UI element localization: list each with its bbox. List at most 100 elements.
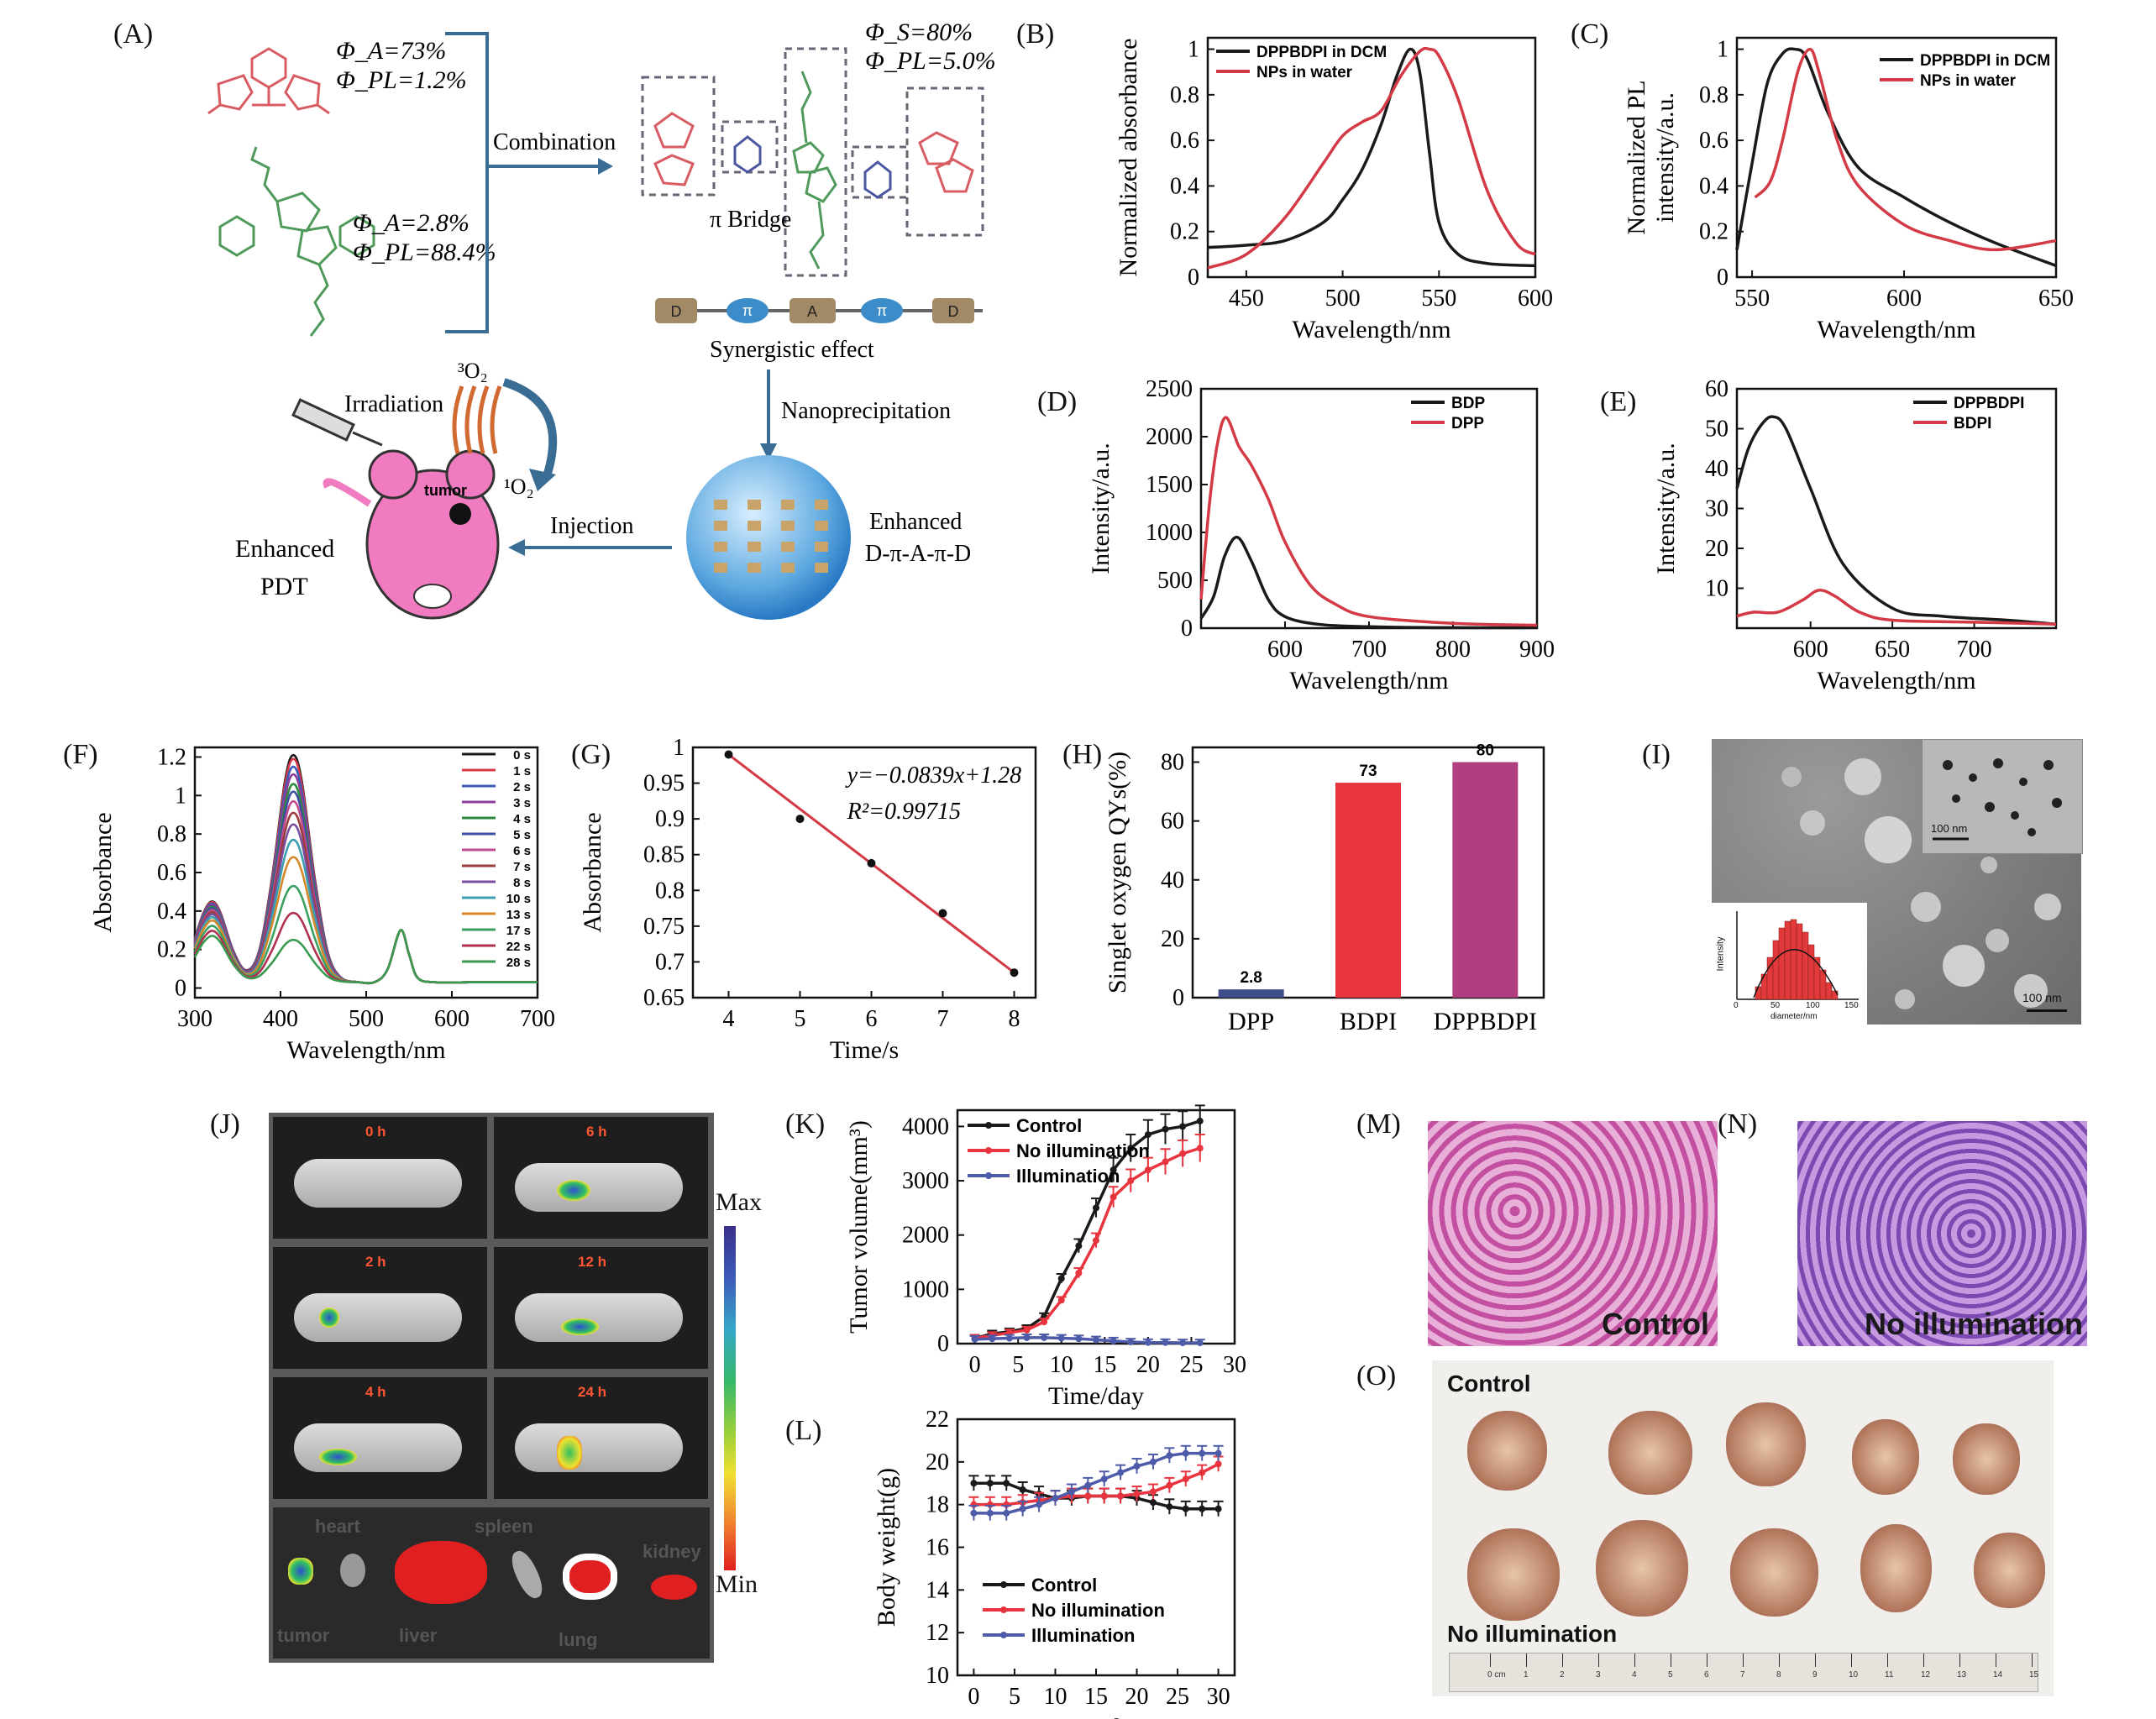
chart-L-point-1-4	[1036, 1496, 1043, 1504]
chart-L-xtick-label: 10	[1043, 1684, 1067, 1710]
mouse-frame-4h: 4 h	[273, 1377, 487, 1499]
chart-D-legend-label-0: BDP	[1451, 395, 1485, 412]
chart-F-series-12	[193, 911, 538, 984]
chart-B-xtick-label: 500	[1325, 286, 1361, 312]
chart-L-legend-label-2: Illumination	[1031, 1625, 1135, 1646]
chart-L-ytick-label: 22	[926, 1407, 949, 1433]
chart-B-ytick-label: 1	[1188, 37, 1199, 63]
chart-E-ytick-label: 30	[1705, 496, 1728, 522]
chart-L-point-0-0	[970, 1480, 978, 1487]
chart-H-value-label-0: 2.8	[1240, 969, 1262, 987]
chart-L-ytick-label: 18	[926, 1492, 949, 1518]
chart-E-frame	[1735, 387, 2058, 630]
dls-histogram	[1736, 911, 1859, 1000]
chart-K-legend-marker-1	[985, 1147, 992, 1154]
chart-D-ytick-label: 2500	[1146, 376, 1193, 402]
ruler-tick-label-7: 7	[1740, 1670, 1745, 1680]
chart-K-frame	[956, 1108, 1236, 1345]
chart-F-xtick-label: 400	[263, 1006, 298, 1032]
chart-E-ytick-label: 20	[1705, 536, 1728, 562]
ruler-tick-15	[2032, 1653, 2033, 1667]
chart-K-ytick-label: 3000	[902, 1168, 949, 1194]
ruler-tick-11	[1887, 1653, 1888, 1667]
chart-K-point-0-12	[1179, 1123, 1187, 1130]
chart-K-point-0-2	[1005, 1328, 1013, 1335]
chart-K-xtick-label: 5	[1012, 1352, 1024, 1378]
chart-G-ytick-label: 0.75	[643, 914, 685, 940]
ruler-tick-label-12: 12	[1921, 1670, 1931, 1680]
panel-o-tumor-photo: Control No illumination 0 cm 1 2 3 4 5 6 7 8 9 10 1…	[1432, 1360, 2054, 1696]
chart-F-series-8	[193, 823, 538, 985]
chart-F-series-10	[193, 856, 538, 985]
time-2h: 2 h	[365, 1254, 386, 1270]
panel-label-n: (N)	[1718, 1108, 1758, 1140]
chart-C-xtick-label: 600	[1886, 286, 1922, 312]
chart-L-ytick-label: 20	[926, 1449, 949, 1475]
chart-C-series-0	[1735, 47, 2057, 268]
chart-G-point-4	[1010, 968, 1019, 977]
chart-B-xtick-label: 450	[1229, 286, 1264, 312]
chart-L-point-1-2	[1003, 1501, 1010, 1508]
chart-L-series-0	[973, 1481, 1219, 1511]
chart-K-point-1-4	[1041, 1318, 1048, 1326]
oxygen-arrow	[502, 378, 558, 480]
chart-C-frame	[1735, 36, 2058, 279]
chart-K-point-2-5	[1057, 1334, 1065, 1342]
chart-K-point-1-3	[1023, 1326, 1031, 1334]
chart-G-fit-equation: y=−0.0839x+1.28	[845, 763, 1022, 789]
chart-G-xtick-label: 8	[1009, 1006, 1020, 1032]
chart-L-point-1-13	[1182, 1475, 1189, 1483]
enhanced-dpad-2: D-π-A-π-D	[865, 541, 971, 567]
dls-inset: Intensity 0 50 100 150 diameter/nm	[1712, 903, 1867, 1025]
prod-phi-pl: Φ_PL=5.0%	[865, 47, 996, 75]
chart-K-point-1-2	[1005, 1329, 1013, 1337]
chart-F-xtick-label: 300	[177, 1006, 212, 1032]
chart-L-point-1-14	[1199, 1469, 1206, 1476]
chart-D-xtick-label: 800	[1435, 637, 1471, 663]
chart-H-ylabel: Singlet oxygen QYs(%)	[1104, 752, 1131, 993]
chart-F-frame	[193, 746, 539, 999]
tumors-control-label: Control	[1447, 1370, 1531, 1397]
chart-C-legend-label-0: DPPBDPI in DCM	[1920, 52, 2050, 70]
chart-K-ylabel: Tumor volume(mm³)	[845, 1120, 873, 1334]
chart-L-point-1-15	[1214, 1460, 1222, 1468]
dpp-phi-a: Φ_A=2.8%	[353, 209, 469, 237]
chart-L-xtick-label: 30	[1207, 1684, 1230, 1710]
tem-inset: 100 nm	[1922, 739, 2083, 854]
chart-F-legend-label-13: 28 s	[506, 956, 531, 970]
dls-xlabel: diameter/nm	[1770, 1012, 1818, 1021]
chart-K-point-1-10	[1144, 1166, 1151, 1174]
chart-F-series-11	[193, 884, 538, 984]
chart-K-point-1-6	[1075, 1269, 1083, 1276]
chart-K-point-2-13	[1196, 1339, 1204, 1347]
irradiation-label: Irradiation	[344, 391, 443, 417]
ruler-tick-2	[1562, 1653, 1563, 1667]
chart-B-xlabel: Wavelength/nm	[1292, 316, 1450, 343]
chart-F-xtick-label: 700	[520, 1006, 555, 1032]
chain-units: D π A π D	[655, 298, 974, 323]
histology-m-caption: Control	[1602, 1307, 1709, 1341]
chart-L-point-1-11	[1149, 1488, 1157, 1496]
dpp-molecule	[218, 146, 375, 337]
panel-i-sem-image: 100 nm Intensity 0 50 100 150 diameter/n…	[1712, 739, 2083, 1025]
ruler-tick-label-6: 6	[1704, 1670, 1709, 1680]
chart-C-ytick-label: 1	[1717, 37, 1728, 63]
ruler-tick-8	[1779, 1653, 1780, 1667]
ruler-tick-label-3: 3	[1596, 1670, 1601, 1680]
chart-L-point-0-12	[1166, 1503, 1173, 1511]
chart-K-xlabel: Time/day	[1048, 1382, 1144, 1410]
chart-F-legend-label-7: 7 s	[513, 860, 531, 874]
bdp-molecule	[207, 47, 330, 115]
ruler-tick-label-4: 4	[1632, 1670, 1637, 1680]
chart-B-xtick-label: 550	[1421, 286, 1456, 312]
chart-G-point-2	[867, 858, 876, 867]
ruler-tick-9	[1815, 1653, 1816, 1667]
chart-K-xtick-label: 25	[1179, 1352, 1203, 1378]
chart-F-legend-label-12: 22 s	[506, 940, 531, 954]
panel-label-h: (H)	[1062, 739, 1103, 770]
chart-L-xtick-label: 5	[1009, 1684, 1020, 1710]
chart-D-ytick-label: 0	[1181, 616, 1193, 642]
chart-K-legend-label-1: No illumination	[1016, 1140, 1150, 1161]
chart-E-series-1	[1736, 589, 2057, 626]
chart-L-frame	[956, 1418, 1236, 1677]
